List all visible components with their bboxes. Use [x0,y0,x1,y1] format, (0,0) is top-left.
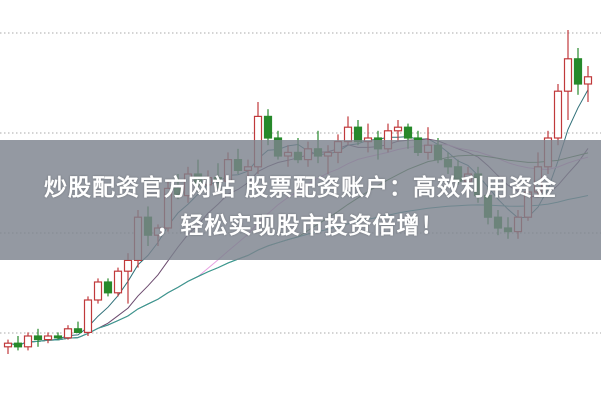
candle-up [123,259,133,272]
candle-up [3,342,13,348]
candle-up [553,90,563,139]
banner-title-line-2: ，轻松实现股市投资倍增！ [156,213,445,239]
candle-up [93,281,103,301]
candle-down [263,115,273,139]
title-banner: 炒股配资官方网站 股票配资账户：高效利用资金 ，轻松实现股市投资倍增！ [0,140,601,260]
candle-down [403,126,413,139]
candle-up [23,335,33,348]
candle-up [63,328,73,339]
candle-down [573,58,583,85]
candle-down [13,342,23,348]
candle-up [393,126,403,132]
candle-up [43,335,53,341]
candle-up [83,299,93,334]
banner-title-line-1: 炒股配资官方网站 股票配资账户：高效利用资金 [43,175,557,201]
candle-down [103,281,113,294]
candle-down [73,328,83,333]
candle-up [113,270,123,294]
candle-up [583,76,593,85]
candle-down [53,335,63,339]
candle-up [563,58,573,92]
candle-down [33,335,43,341]
